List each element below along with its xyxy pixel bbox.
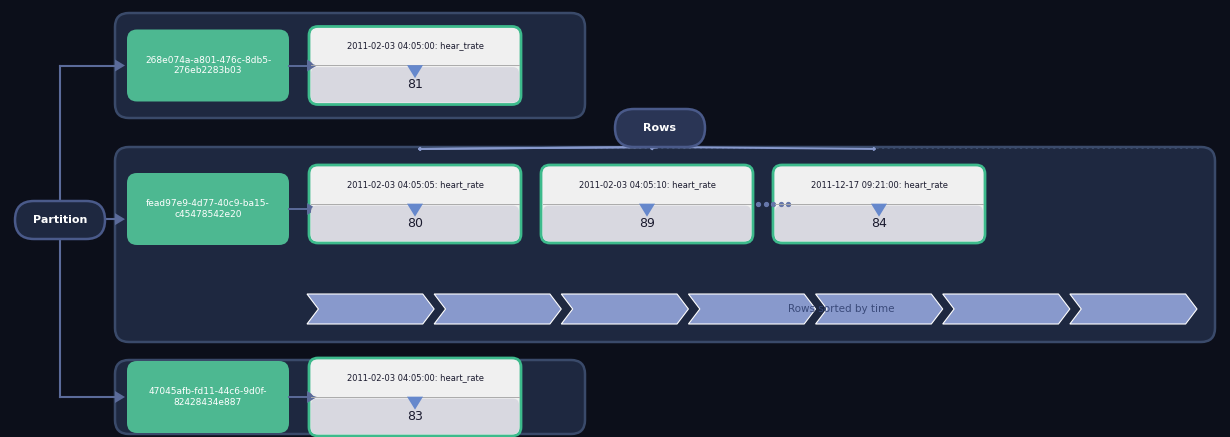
FancyBboxPatch shape — [309, 165, 522, 243]
FancyBboxPatch shape — [127, 361, 289, 433]
FancyBboxPatch shape — [311, 28, 519, 65]
Polygon shape — [434, 294, 561, 324]
Polygon shape — [871, 204, 887, 217]
FancyBboxPatch shape — [542, 206, 752, 241]
FancyBboxPatch shape — [615, 109, 705, 147]
Polygon shape — [114, 391, 125, 403]
Text: 81: 81 — [407, 78, 423, 91]
FancyBboxPatch shape — [311, 167, 519, 204]
Text: 83: 83 — [407, 410, 423, 423]
Text: 89: 89 — [640, 217, 654, 230]
Polygon shape — [308, 391, 317, 403]
FancyBboxPatch shape — [127, 30, 289, 101]
Text: 2011-02-03 04:05:00: heart_rate: 2011-02-03 04:05:00: heart_rate — [347, 373, 483, 382]
Text: 84: 84 — [871, 217, 887, 230]
Text: 47045afb-fd11-44c6-9d0f-
82428434e887: 47045afb-fd11-44c6-9d0f- 82428434e887 — [149, 387, 267, 407]
Text: 2011-02-03 04:05:00: hear_trate: 2011-02-03 04:05:00: hear_trate — [347, 42, 483, 50]
Polygon shape — [407, 397, 423, 409]
FancyBboxPatch shape — [309, 358, 522, 436]
FancyBboxPatch shape — [775, 206, 983, 241]
Text: Rows: Rows — [643, 123, 677, 133]
Polygon shape — [407, 65, 423, 78]
Text: 2011-12-17 09:21:00: heart_rate: 2011-12-17 09:21:00: heart_rate — [811, 180, 947, 189]
Polygon shape — [114, 213, 125, 225]
Polygon shape — [561, 294, 689, 324]
Polygon shape — [308, 203, 317, 215]
FancyBboxPatch shape — [542, 167, 752, 204]
FancyBboxPatch shape — [311, 206, 519, 241]
FancyBboxPatch shape — [311, 67, 519, 103]
FancyBboxPatch shape — [775, 167, 983, 204]
Polygon shape — [815, 294, 942, 324]
FancyBboxPatch shape — [541, 165, 753, 243]
Text: 2011-02-03 04:05:10: heart_rate: 2011-02-03 04:05:10: heart_rate — [578, 180, 716, 189]
Text: Rows sorted by time: Rows sorted by time — [787, 304, 894, 314]
FancyBboxPatch shape — [114, 147, 1215, 342]
Polygon shape — [689, 294, 815, 324]
Polygon shape — [640, 204, 656, 217]
Polygon shape — [114, 59, 125, 72]
FancyBboxPatch shape — [127, 173, 289, 245]
FancyBboxPatch shape — [311, 360, 519, 397]
FancyBboxPatch shape — [309, 27, 522, 104]
FancyBboxPatch shape — [114, 13, 585, 118]
Text: 80: 80 — [407, 217, 423, 230]
FancyBboxPatch shape — [15, 201, 105, 239]
FancyBboxPatch shape — [772, 165, 985, 243]
Polygon shape — [308, 294, 434, 324]
Text: fead97e9-4d77-40c9-ba15-
c45478542e20: fead97e9-4d77-40c9-ba15- c45478542e20 — [146, 199, 269, 218]
Polygon shape — [308, 59, 317, 72]
Polygon shape — [942, 294, 1070, 324]
Text: 268e074a-a801-476c-8db5-
276eb2283b03: 268e074a-a801-476c-8db5- 276eb2283b03 — [145, 56, 271, 75]
Polygon shape — [1070, 294, 1197, 324]
Text: 2011-02-03 04:05:05: heart_rate: 2011-02-03 04:05:05: heart_rate — [347, 180, 483, 189]
FancyBboxPatch shape — [311, 399, 519, 434]
FancyBboxPatch shape — [114, 360, 585, 434]
Polygon shape — [407, 204, 423, 217]
Text: Partition: Partition — [33, 215, 87, 225]
